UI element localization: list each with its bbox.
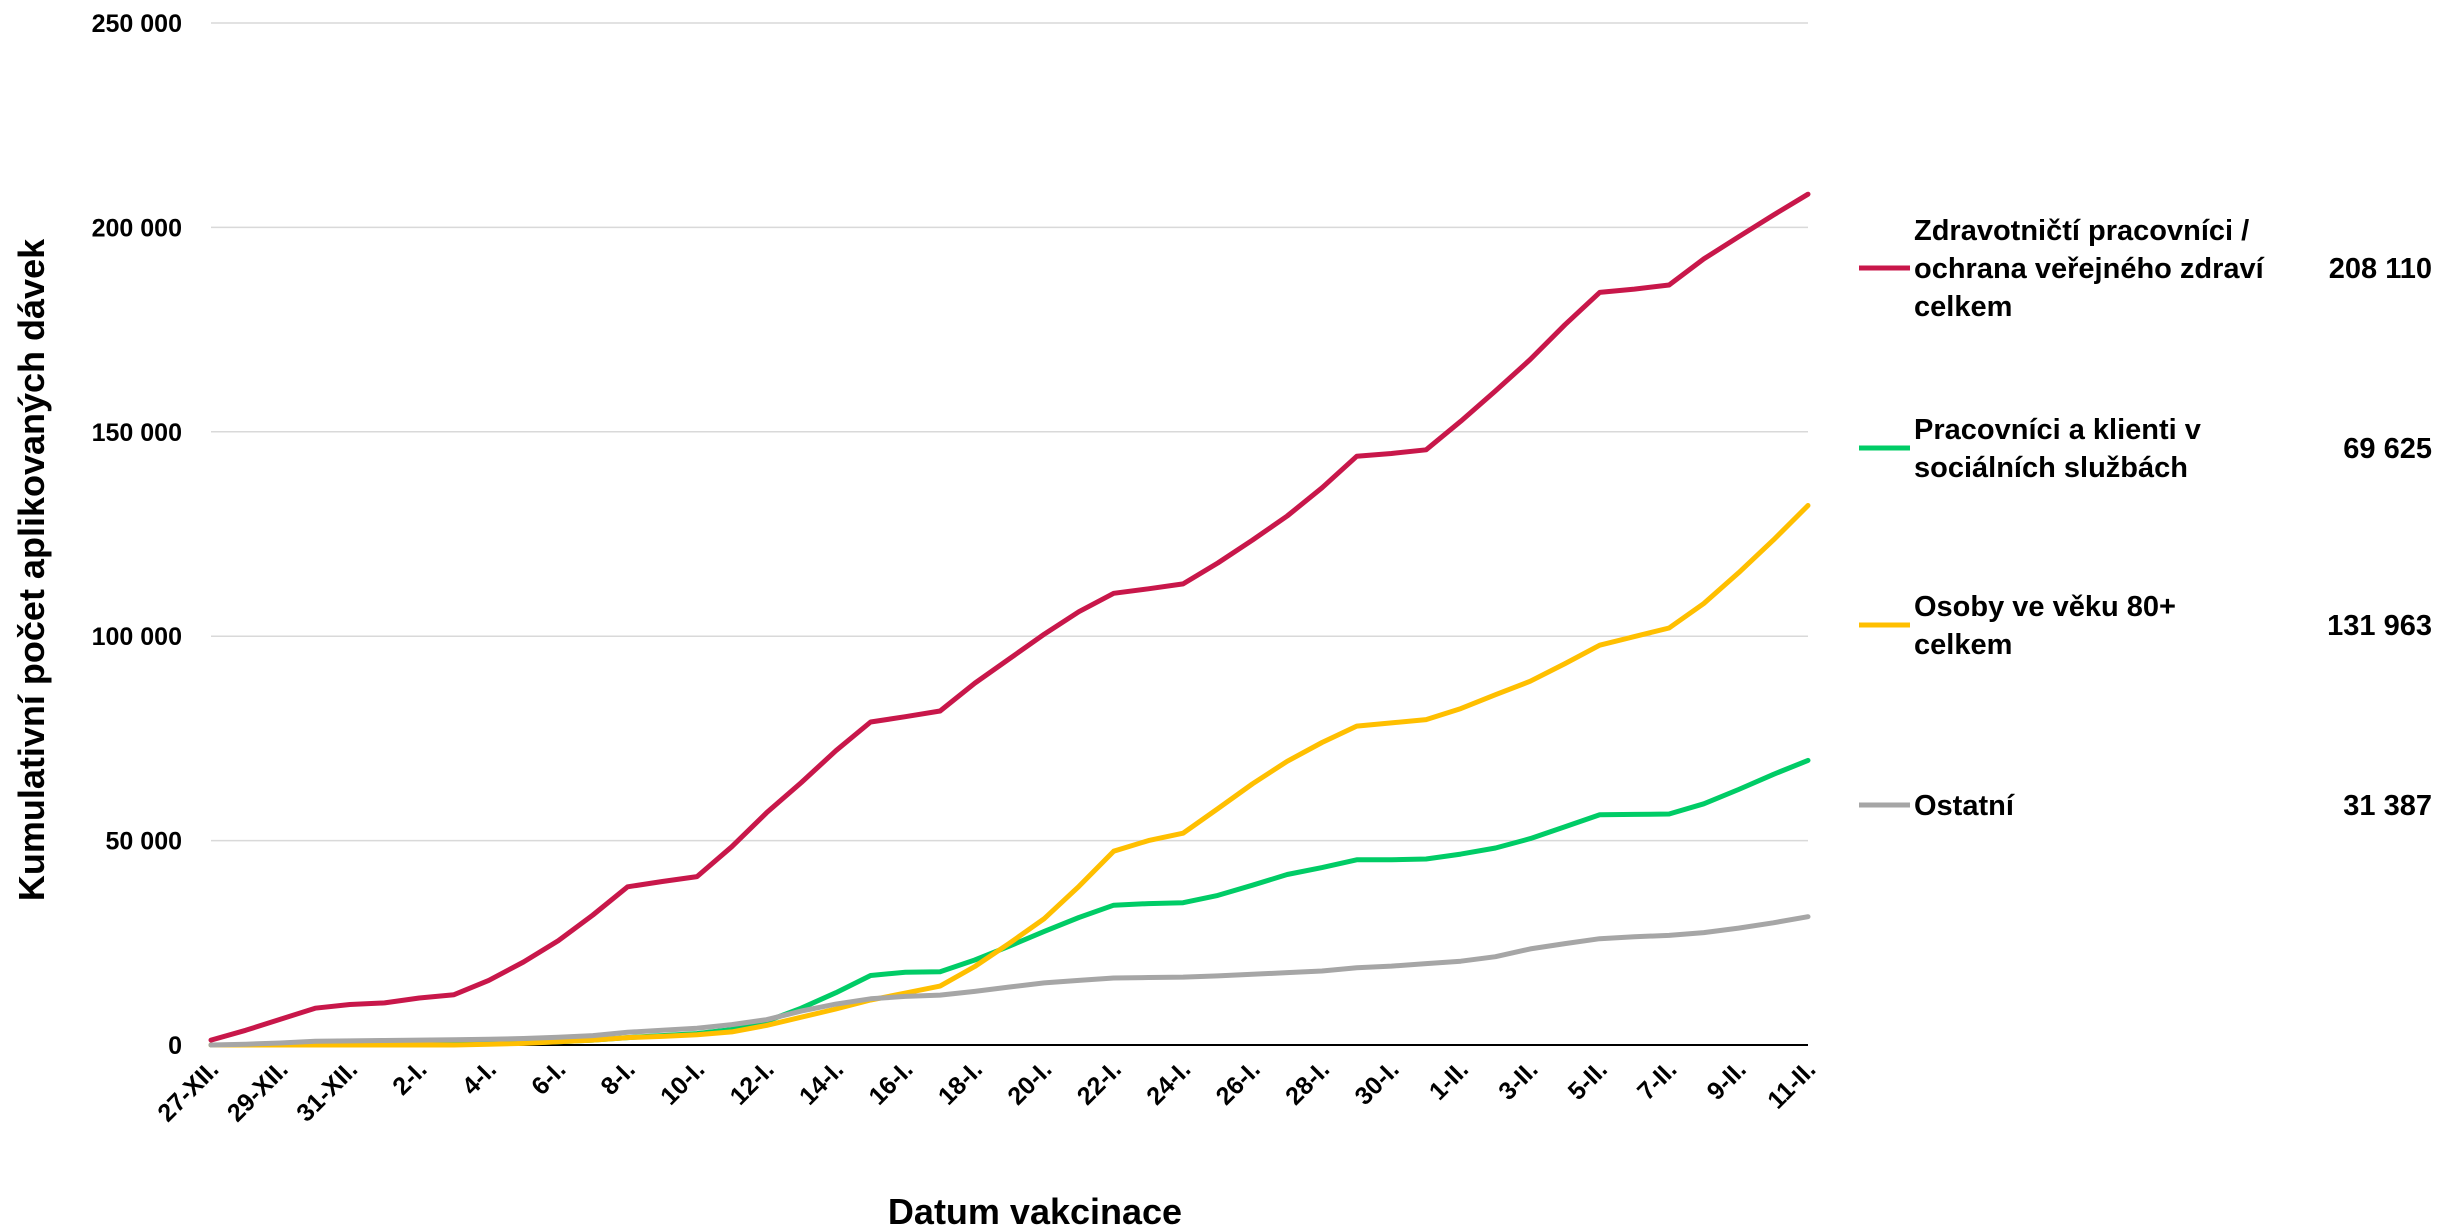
legend-total: 131 963 bbox=[2327, 610, 2432, 642]
y-tick-label: 150 000 bbox=[92, 419, 182, 447]
x-tick-label: 18-I. bbox=[933, 1055, 988, 1110]
y-tick-label: 100 000 bbox=[92, 623, 182, 651]
x-tick-label: 12-I. bbox=[725, 1055, 780, 1110]
x-tick-label: 31-XII. bbox=[291, 1055, 363, 1127]
x-tick-label: 1-II. bbox=[1424, 1055, 1474, 1105]
x-tick-label: 4-I. bbox=[457, 1055, 502, 1100]
x-tick-label: 28-I. bbox=[1280, 1055, 1335, 1110]
series-line-1 bbox=[208, 191, 1811, 1043]
y-axis-title: Kumulativní počet aplikovaných dávek bbox=[11, 238, 52, 901]
legend-total: 208 110 bbox=[2329, 253, 2432, 285]
x-tick-label: 20-I. bbox=[1002, 1055, 1057, 1110]
y-tick-label: 200 000 bbox=[92, 214, 182, 242]
x-tick-label: 27-XII. bbox=[152, 1055, 224, 1127]
legend-label: Osoby ve věku 80+ celkem bbox=[1914, 591, 2176, 661]
x-tick-label: 11-II. bbox=[1762, 1055, 1821, 1114]
gridlines bbox=[211, 22, 1808, 842]
legend-total: 31 387 bbox=[2343, 790, 2432, 822]
y-tick-label: 0 bbox=[168, 1032, 182, 1060]
y-tick-label: 50 000 bbox=[106, 828, 182, 856]
x-axis-ticks: 27-XII.29-XII.31-XII. 2-I. 4-I. 6-I. 8-I. 10-… bbox=[152, 1055, 1821, 1127]
x-tick-label: 6-I. bbox=[526, 1055, 571, 1100]
x-tick-label: 5-II. bbox=[1563, 1055, 1613, 1105]
series-line-2 bbox=[208, 757, 1811, 1048]
series-line-3 bbox=[208, 503, 1811, 1048]
legend-item-1: Zdravotničtí pracovníci / ochrana veřejné… bbox=[1859, 215, 2432, 323]
series-line-4 bbox=[208, 914, 1811, 1048]
x-axis-title: Datum vakcinace bbox=[888, 1191, 1182, 1229]
legend-label: Zdravotničtí pracovníci / ochrana veřejné… bbox=[1914, 215, 2265, 323]
y-tick-label: 250 000 bbox=[92, 10, 182, 38]
legend-label: Ostatní bbox=[1914, 790, 2015, 822]
x-tick-label: 22-I. bbox=[1072, 1055, 1127, 1110]
legend-item-4: Ostatní 31 387 bbox=[1859, 790, 2432, 822]
x-tick-label: 14-I. bbox=[794, 1055, 849, 1110]
x-tick-label: 16-I. bbox=[863, 1055, 918, 1110]
legend-item-2: Pracovníci a klienti v sociálních službác… bbox=[1859, 414, 2432, 484]
x-tick-label: 10-I. bbox=[655, 1055, 710, 1110]
x-tick-label: 7-II. bbox=[1632, 1055, 1682, 1105]
x-tick-label: 9-II. bbox=[1702, 1055, 1752, 1105]
legend-item-3: Osoby ve věku 80+ celkem 131 963 bbox=[1859, 591, 2432, 661]
y-axis-ticks: 0 50 000 100 000 150 000 200 000 250 000 bbox=[92, 10, 182, 1060]
legend-total: 69 625 bbox=[2343, 433, 2432, 465]
legend-label: Pracovníci a klienti v sociálních službác… bbox=[1914, 414, 2201, 484]
x-tick-label: 2-I. bbox=[387, 1055, 432, 1100]
x-tick-label: 30-I. bbox=[1349, 1055, 1404, 1110]
series-lines bbox=[208, 191, 1811, 1048]
x-tick-label: 26-I. bbox=[1211, 1055, 1266, 1110]
x-tick-label: 24-I. bbox=[1141, 1055, 1196, 1110]
x-tick-label: 29-XII. bbox=[222, 1055, 294, 1127]
legend: Zdravotničtí pracovníci / ochrana veřejné… bbox=[1859, 215, 2432, 822]
x-tick-label: 8-I. bbox=[596, 1055, 641, 1100]
x-tick-label: 3-II. bbox=[1493, 1055, 1543, 1105]
